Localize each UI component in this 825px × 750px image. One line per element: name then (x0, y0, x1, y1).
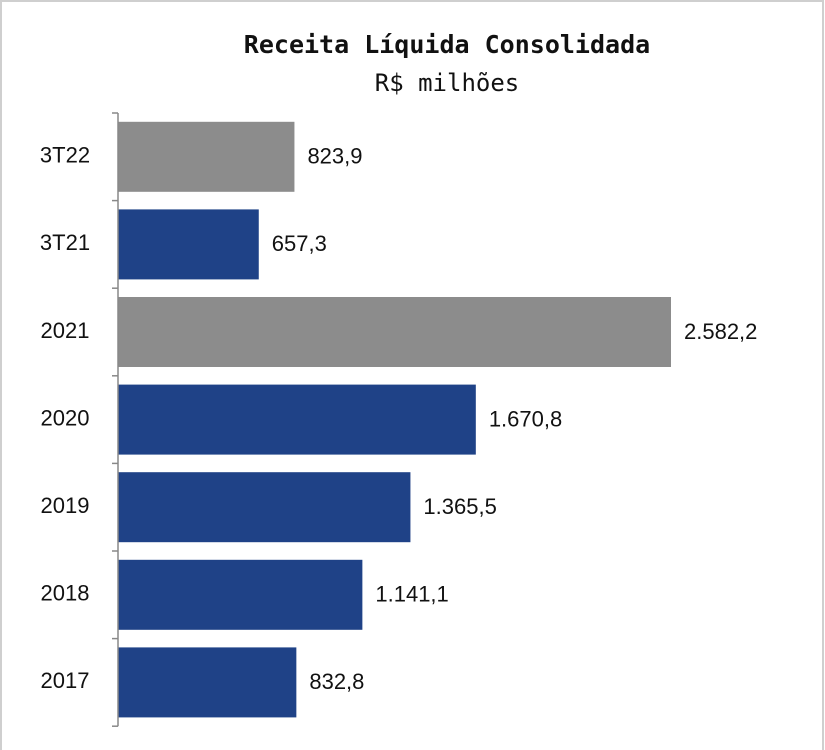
value-label: 2.582,2 (684, 319, 757, 344)
y-tick-label: 3T21 (40, 230, 90, 255)
value-label: 823,9 (307, 144, 362, 169)
bar (118, 384, 476, 455)
y-tick-label: 2019 (41, 493, 90, 518)
y-tick-label: 2018 (41, 581, 90, 606)
value-label: 1.365,5 (423, 494, 496, 519)
bar (118, 297, 671, 367)
chart-subtitle: R$ milhões (375, 69, 520, 97)
y-tick-label: 2021 (41, 318, 90, 343)
bar (118, 559, 363, 630)
value-label: 1.141,1 (375, 582, 448, 607)
value-label: 832,8 (309, 669, 364, 694)
chart-title: Receita Líquida Consolidada (244, 30, 650, 59)
value-label: 1.670,8 (489, 406, 562, 431)
y-tick-label: 2020 (41, 405, 90, 430)
bar (118, 209, 259, 280)
y-tick-label: 3T22 (40, 143, 90, 168)
bar (118, 472, 411, 543)
bar (118, 121, 295, 192)
y-tick-label: 2017 (41, 668, 90, 693)
value-label: 657,3 (272, 231, 327, 256)
bar (118, 647, 297, 718)
